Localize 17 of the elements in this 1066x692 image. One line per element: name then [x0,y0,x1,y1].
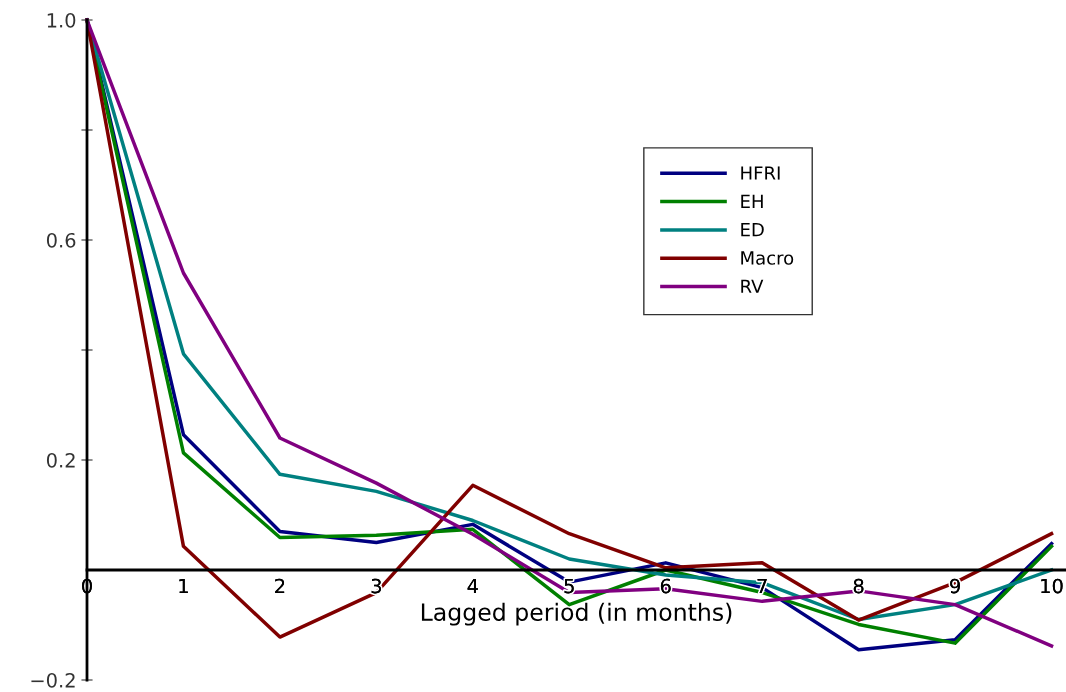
x-tick-label: 2 [275,578,285,594]
x-tick-label: 7 [757,578,767,594]
legend-label: HFRI [741,166,780,180]
x-tick-label: 3 [371,578,381,594]
x-tick-label: 8 [853,578,864,594]
y-tick-label: 1.0 [47,12,76,28]
y-tick-label: −0.2 [31,672,75,688]
legend-label: ED [741,223,764,237]
y-tick-label: 0.2 [46,452,75,468]
legend-label: RV [741,279,764,293]
legend-label: EH [741,194,763,208]
x-tick-label: 1 [179,578,188,594]
x-tick-label: 10 [1041,578,1063,594]
legend-label: Macro [741,251,794,265]
x-tick-label: 4 [467,578,478,594]
y-tick-label: 0.6 [46,232,76,248]
x-axis-title: Lagged period (in months) [421,602,732,626]
